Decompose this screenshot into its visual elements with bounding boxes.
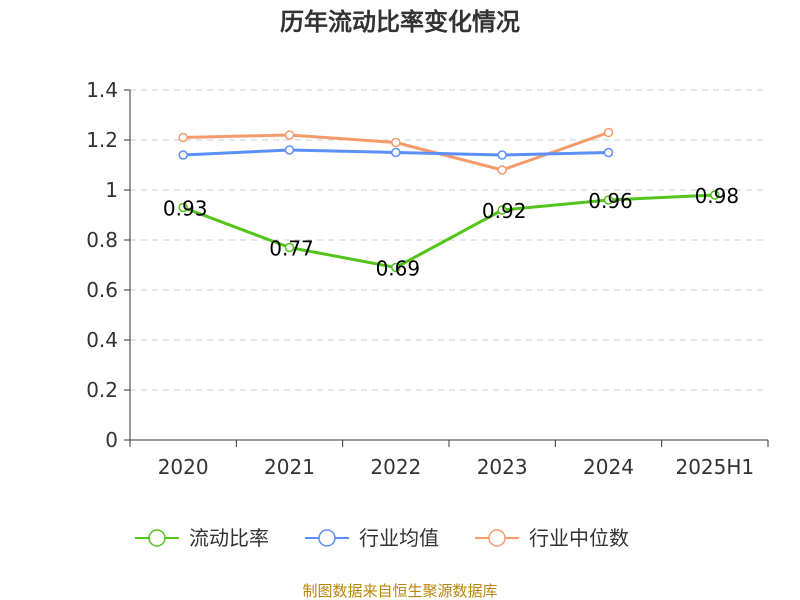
data-point: [603, 195, 614, 205]
y-tick-label: 0.6: [86, 278, 118, 302]
legend-marker: [488, 529, 506, 547]
legend-label: 行业均值: [359, 526, 439, 550]
data-label: 0.98: [695, 184, 740, 208]
y-tick-label: 1: [105, 178, 118, 202]
data-point: [497, 150, 507, 160]
data-label: 0.77: [269, 237, 314, 261]
y-tick-label: 1.2: [86, 128, 118, 152]
data-point: [710, 190, 720, 200]
legend: 流动比率 行业均值 行业中位数: [135, 526, 629, 550]
data-point: [178, 150, 188, 160]
series: [178, 127, 720, 273]
y-tick-label: 0: [105, 428, 118, 452]
data-point: [284, 242, 295, 253]
data-point: [284, 145, 295, 155]
x-axis-ticks: 2020 2021 2022 2023 2024 2025H1: [129, 440, 769, 479]
legend-marker: [148, 529, 166, 547]
x-tick-label: 2022: [370, 455, 421, 479]
data-label: 0.93: [163, 197, 208, 221]
data-point: [391, 262, 401, 273]
data-point: [603, 147, 614, 158]
data-point: [497, 205, 507, 215]
legend-item: 流动比率: [135, 526, 269, 550]
data-label: 0.92: [482, 199, 527, 223]
legend-item: 行业中位数: [475, 526, 629, 550]
data-label: 0.96: [588, 189, 633, 213]
series-line-0: [181, 193, 717, 269]
y-tick-label: 0.2: [86, 378, 118, 402]
x-tick-label: 2021: [264, 455, 315, 479]
data-point: [284, 130, 295, 140]
source-note: 制图数据来自恒生聚源数据库: [302, 582, 497, 600]
data-point: [391, 147, 401, 158]
data-label: 0.69: [376, 257, 421, 281]
x-tick-label: 2024: [583, 455, 634, 479]
x-tick-label: 2025H1: [675, 455, 754, 479]
data-labels: 0.93 0.77 0.69 0.92 0.96 0.98: [163, 184, 739, 281]
y-tick-label: 0.8: [86, 228, 118, 252]
x-tick-label: 2023: [477, 455, 528, 479]
data-point: [178, 132, 188, 143]
data-point: [497, 165, 507, 175]
legend-item: 行业均值: [305, 526, 439, 550]
legend-marker: [318, 529, 336, 547]
legend-label: 流动比率: [189, 526, 269, 550]
data-point: [391, 137, 401, 148]
y-tick-label: 0.4: [86, 328, 118, 352]
data-point: [178, 202, 188, 213]
axes: [129, 90, 768, 441]
y-tick-label: 1.4: [86, 78, 118, 102]
chart-title: 历年流动比率变化情况: [280, 8, 520, 36]
data-point: [603, 127, 614, 138]
legend-label: 行业中位数: [529, 526, 629, 550]
y-axis-ticks: 0 0.2 0.4 0.6 0.8 1 1.2 1.4: [86, 78, 130, 452]
x-tick-label: 2020: [158, 455, 209, 479]
